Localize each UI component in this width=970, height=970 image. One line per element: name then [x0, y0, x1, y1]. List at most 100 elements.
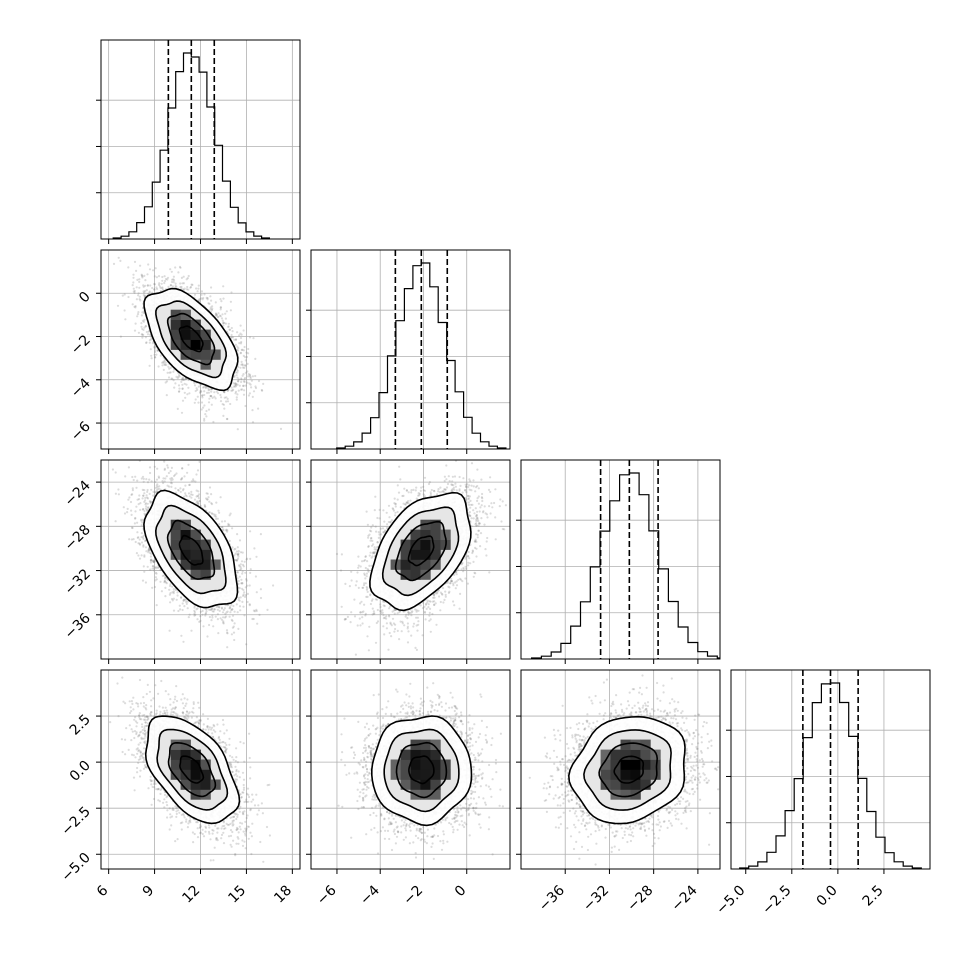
- scatter-point: [176, 407, 179, 410]
- scatter-point: [153, 356, 157, 359]
- scatter-point: [242, 349, 245, 352]
- scatter-point: [165, 363, 168, 367]
- scatter-point: [237, 598, 240, 601]
- scatter-point: [223, 322, 226, 325]
- scatter-point: [187, 274, 190, 278]
- scatter-point: [163, 363, 166, 366]
- scatter-point: [220, 396, 223, 399]
- scatter-point: [251, 409, 254, 412]
- scatter-point: [144, 336, 147, 339]
- scatter-point: [231, 389, 234, 392]
- scatter-point: [178, 373, 181, 377]
- scatter-point: [200, 390, 203, 393]
- scatter-point: [169, 583, 172, 586]
- density-cell: [200, 339, 211, 350]
- scatter-point: [179, 266, 182, 269]
- scatter-point: [235, 396, 238, 399]
- scatter-point: [219, 315, 222, 318]
- scatter-point: [248, 373, 252, 376]
- scatter-point: [242, 393, 246, 396]
- scatter-point: [133, 305, 136, 308]
- scatter-point: [202, 386, 205, 389]
- scatter-point: [203, 393, 206, 397]
- scatter-point: [237, 347, 240, 350]
- scatter-point: [132, 290, 135, 293]
- scatter-point: [188, 392, 191, 395]
- scatter-point: [262, 382, 265, 385]
- scatter-point: [166, 371, 169, 374]
- scatter-point: [148, 339, 151, 342]
- scatter-point: [210, 403, 213, 406]
- scatter-point: [219, 400, 223, 403]
- scatter-point: [144, 279, 147, 282]
- scatter-point: [148, 291, 151, 294]
- scatter-point: [214, 313, 218, 316]
- scatter-point: [237, 596, 240, 600]
- scatter-point: [186, 285, 189, 289]
- scatter-point: [159, 354, 162, 357]
- scatter-point: [204, 413, 207, 416]
- scatter-point: [234, 338, 238, 341]
- scatter-point: [222, 414, 225, 417]
- scatter-point: [235, 374, 238, 377]
- scatter-point: [173, 386, 176, 389]
- scatter-point: [238, 334, 241, 337]
- scatter-point: [142, 293, 145, 297]
- scatter-point: [247, 373, 250, 376]
- scatter-point: [221, 403, 224, 406]
- scatter-point: [140, 314, 143, 317]
- scatter-point: [182, 275, 185, 278]
- scatter-point: [247, 352, 250, 355]
- grid-lines: [311, 250, 510, 449]
- panel-2-0: −36−32−28−24: [62, 459, 301, 664]
- scatter-point: [136, 278, 139, 281]
- scatter-point: [156, 287, 159, 291]
- scatter-point: [207, 408, 211, 411]
- scatter-point: [147, 330, 150, 333]
- scatter-point: [234, 343, 237, 346]
- scatter-point: [238, 384, 241, 387]
- scatter-point: [208, 397, 211, 400]
- scatter-point: [231, 330, 234, 333]
- scatter-point: [243, 366, 246, 369]
- contour-2: [155, 300, 228, 379]
- scatter-point: [196, 388, 199, 391]
- scatter-point: [248, 603, 251, 606]
- scatter-point: [197, 298, 200, 301]
- scatter-point: [217, 312, 220, 315]
- scatter-point: [151, 291, 154, 294]
- scatter-point: [187, 386, 190, 389]
- scatter-point: [183, 378, 186, 381]
- scatter-point: [171, 377, 174, 380]
- scatter-point: [240, 340, 243, 344]
- density-cell: [180, 329, 191, 340]
- scatter-point: [117, 256, 120, 259]
- scatter-point: [234, 383, 237, 386]
- scatter-point: [145, 289, 148, 292]
- scatter-point: [229, 512, 232, 515]
- scatter-point: [194, 398, 197, 401]
- scatter-point: [242, 380, 245, 383]
- scatter-point: [207, 387, 210, 390]
- scatter-point: [170, 377, 173, 380]
- scatter-point: [142, 333, 145, 337]
- scatter-point: [151, 342, 154, 345]
- scatter-point: [144, 324, 147, 328]
- scatter-point: [193, 401, 196, 404]
- scatter-point: [193, 384, 197, 387]
- scatter-point: [237, 380, 240, 383]
- scatter-point: [182, 288, 185, 291]
- density-2-0: [111, 460, 275, 649]
- contour-1: [166, 312, 216, 366]
- scatter-point: [182, 282, 185, 285]
- scatter-point: [248, 336, 252, 339]
- scatter-point: [236, 369, 239, 372]
- scatter-point: [164, 279, 167, 283]
- scatter-point: [195, 387, 198, 390]
- scatter-point: [239, 366, 242, 369]
- scatter-point: [214, 314, 217, 317]
- scatter-point: [222, 285, 225, 288]
- scatter-point: [234, 392, 237, 395]
- scatter-point: [220, 607, 223, 610]
- scatter-point: [222, 321, 225, 324]
